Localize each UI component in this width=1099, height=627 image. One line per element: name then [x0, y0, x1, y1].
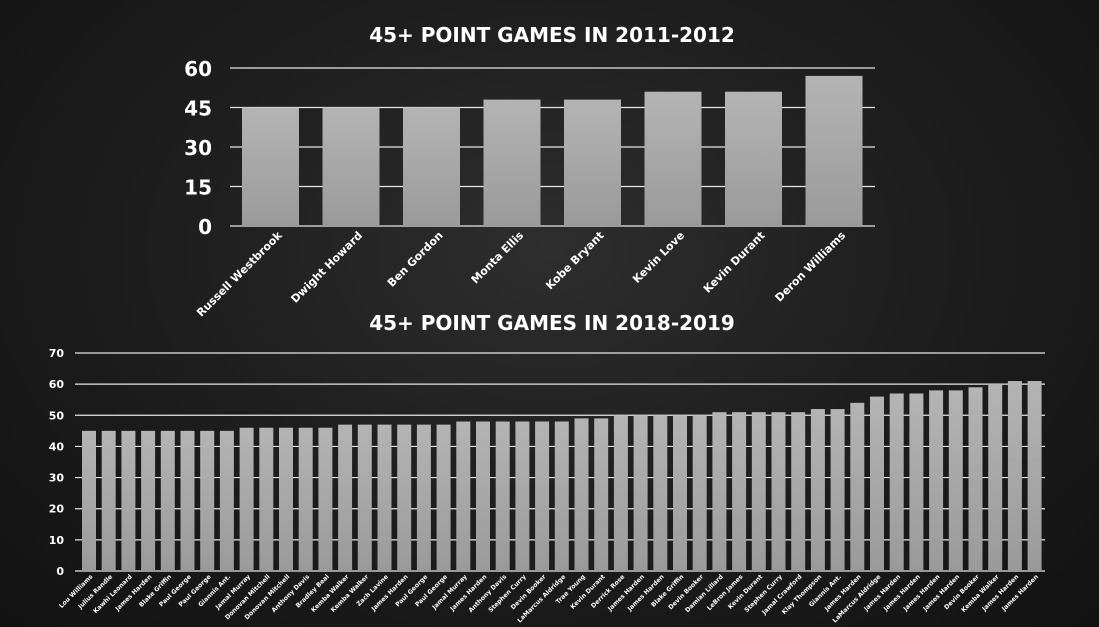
y-tick-label: 70	[49, 347, 65, 360]
chart-1-x-tick-labels: Russell Westbrook Dwight Howard Ben Gordon…	[194, 228, 848, 319]
bar	[805, 75, 863, 227]
bar	[239, 427, 254, 571]
bar	[791, 412, 806, 571]
bar	[141, 430, 156, 571]
y-tick-label: 30	[49, 472, 65, 485]
bar	[1007, 381, 1022, 571]
x-tick-label: Kevin Love	[630, 229, 687, 286]
bar	[242, 107, 299, 226]
bar	[495, 421, 510, 571]
y-tick-label: 40	[49, 440, 65, 453]
bar	[416, 424, 431, 571]
bar	[968, 387, 983, 571]
bar	[574, 418, 589, 571]
bar	[121, 430, 136, 571]
y-tick-label: 20	[49, 503, 65, 516]
bar	[870, 396, 884, 571]
bar	[725, 91, 782, 226]
bar	[564, 99, 621, 226]
x-tick-label: Monta Ellis	[469, 229, 527, 287]
y-tick-label: 0	[56, 565, 64, 578]
bar	[948, 390, 963, 571]
bar	[909, 393, 924, 571]
bar	[1027, 381, 1042, 571]
bar	[594, 418, 609, 571]
bar	[279, 427, 293, 571]
bar	[771, 412, 786, 571]
bar	[160, 430, 175, 571]
bar	[403, 107, 460, 226]
bar	[456, 421, 471, 571]
bar	[644, 91, 702, 226]
bar	[889, 393, 904, 571]
bar	[82, 430, 96, 571]
y-tick-label: 60	[184, 57, 212, 81]
x-tick-label: Lou Williams	[58, 573, 95, 610]
bar	[613, 415, 628, 571]
x-tick-label: Ben Gordon	[385, 229, 446, 290]
bar	[515, 421, 530, 571]
bar	[850, 402, 865, 571]
y-tick-label: 50	[49, 409, 65, 422]
bar	[357, 424, 372, 571]
bar	[436, 424, 451, 571]
x-tick-label: Dwight Howard	[288, 229, 365, 306]
bar	[298, 427, 313, 571]
bar	[810, 409, 825, 571]
bar	[377, 424, 392, 571]
chart-2018-2019: 45+ POINT GAMES IN 2018-2019 0 10 20 30 40 50…	[49, 311, 1045, 624]
x-tick-label: Julius Randle	[76, 573, 114, 611]
chart-2-y-tick-labels: 0 10 20 30 40 50 60 70	[49, 347, 65, 578]
bar	[338, 424, 353, 571]
bar	[180, 430, 195, 571]
x-tick-label: Kevin Durant	[569, 573, 606, 610]
bar	[101, 430, 116, 571]
x-tick-label: James Harden	[1000, 573, 1040, 613]
y-tick-label: 15	[184, 176, 212, 200]
bar	[535, 421, 550, 571]
y-tick-label: 10	[49, 534, 65, 547]
bar	[318, 427, 333, 571]
bar	[476, 421, 490, 571]
y-tick-label: 60	[49, 378, 65, 391]
bar	[633, 415, 648, 571]
bar	[653, 415, 668, 571]
x-tick-label: Russell Westbrook	[194, 228, 285, 319]
bar	[751, 412, 766, 571]
bar	[219, 430, 234, 571]
y-tick-label: 0	[198, 215, 212, 239]
chart-1-y-tick-labels: 0 15 30 45 60	[184, 57, 212, 239]
chart-2-bars	[82, 381, 1042, 571]
x-tick-label: Kevin Durant	[727, 573, 764, 610]
y-tick-label: 30	[184, 136, 212, 160]
bar	[554, 421, 569, 571]
bar	[259, 427, 274, 571]
bar	[929, 390, 944, 571]
bar	[732, 412, 747, 571]
bar	[200, 430, 215, 571]
bar	[397, 424, 412, 571]
x-tick-label: Kevin Durant	[701, 229, 768, 296]
bar	[322, 107, 380, 226]
bar	[988, 384, 1003, 571]
bar	[483, 99, 541, 226]
chart-2011-2012: 45+ POINT GAMES IN 2011-2012 0 15 30 45 60 R…	[184, 23, 875, 319]
chart-1-title: 45+ POINT GAMES IN 2011-2012	[369, 23, 735, 47]
chart-2-title: 45+ POINT GAMES IN 2018-2019	[369, 311, 735, 335]
y-tick-label: 45	[184, 97, 212, 121]
chart-1-bars	[242, 75, 863, 227]
x-tick-label: Deron Williams	[773, 229, 849, 305]
bar	[673, 415, 687, 571]
bar	[712, 412, 727, 571]
x-tick-label: Kobe Bryant	[543, 229, 606, 292]
bar	[830, 409, 845, 571]
bar	[692, 415, 707, 571]
